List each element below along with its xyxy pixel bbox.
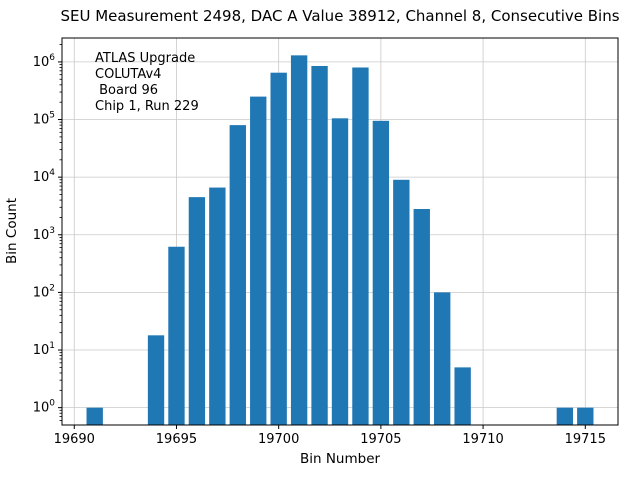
bar <box>229 125 246 426</box>
x-tick-label: 19715 <box>565 432 606 447</box>
bar <box>352 67 369 426</box>
y-tick-label: 103 <box>33 226 55 243</box>
axis-ticks: 19690 19695 19700 19705 19710 19715 100 101 102 1… <box>33 44 606 447</box>
bar <box>188 197 206 425</box>
y-tick-label: 106 <box>33 53 56 70</box>
bar <box>209 187 226 425</box>
bar <box>168 246 185 425</box>
y-tick-label: 101 <box>33 341 55 358</box>
bar <box>393 179 410 425</box>
annotation-line: ATLAS Upgrade <box>95 51 195 66</box>
chart-title: SEU Measurement 2498, DAC A Value 38912,… <box>60 7 619 25</box>
x-axis-label: Bin Number <box>300 451 381 467</box>
x-tick-label: 19700 <box>258 432 299 447</box>
y-tick-label: 105 <box>33 111 55 128</box>
y-tick-label: 104 <box>33 168 56 185</box>
bar <box>311 65 328 425</box>
x-tick-label: 19690 <box>54 432 95 447</box>
bar <box>372 120 390 425</box>
bar <box>86 407 103 425</box>
y-axis-label: Bin Count <box>4 198 20 264</box>
x-tick-label: 19710 <box>462 432 503 447</box>
bar <box>556 407 574 425</box>
bar <box>270 72 287 425</box>
axes-frame <box>61 37 619 426</box>
bar <box>577 407 594 425</box>
bar <box>434 292 451 425</box>
x-tick-label: 19705 <box>360 432 401 447</box>
y-tick-label: 102 <box>33 283 55 300</box>
bar <box>290 55 308 425</box>
bar <box>454 367 471 425</box>
bar <box>250 96 267 426</box>
y-tick-label: 100 <box>33 399 56 416</box>
annotation-line: COLUTAv4 <box>95 67 161 82</box>
x-tick-label: 19695 <box>156 432 197 447</box>
annotation-line: Chip 1, Run 229 <box>95 99 199 114</box>
bar <box>413 209 430 425</box>
bars <box>86 55 594 426</box>
annotation-line: Board 96 <box>95 83 158 98</box>
annotation: ATLAS Upgrade COLUTAv4 Board 96 Chip 1, … <box>95 51 199 114</box>
bar <box>147 335 165 425</box>
bar <box>331 118 349 426</box>
